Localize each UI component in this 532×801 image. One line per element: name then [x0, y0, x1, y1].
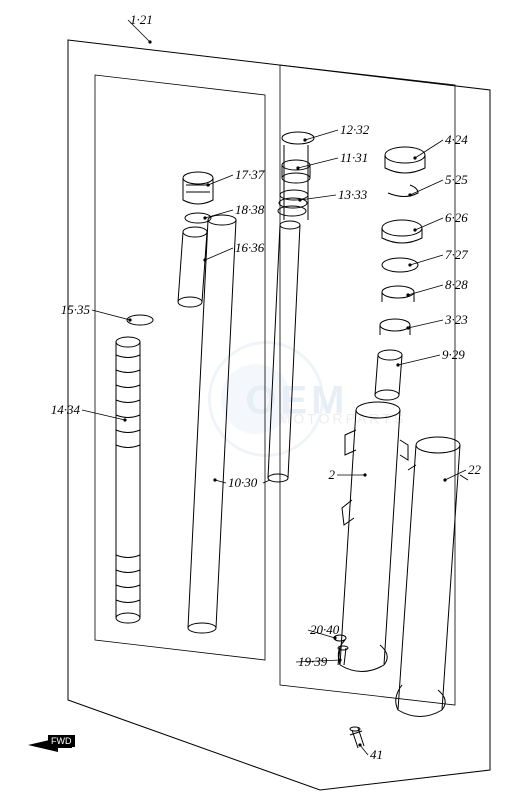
label-19-39: 19·39	[298, 654, 327, 670]
label-20-40: 20·40	[310, 622, 339, 638]
parts-diagram: OEM MOTORPARTS	[0, 0, 532, 801]
fork-tube-22	[396, 437, 468, 717]
label-10-30: 10·30	[228, 475, 257, 491]
label-15-35: 15·35	[61, 302, 90, 318]
label-13-33: 13·33	[338, 187, 367, 203]
label-12-32: 12·32	[340, 122, 369, 138]
label-14-34: 14·34	[51, 402, 80, 418]
label-17-37: 17·37	[235, 167, 264, 183]
fork-tube-2	[338, 402, 408, 672]
label-1-21: 1·21	[130, 12, 153, 28]
inner-tube-10	[188, 215, 236, 633]
label-9-29: 9·29	[442, 347, 465, 363]
label-16-36: 16·36	[235, 240, 264, 256]
label-18-38: 18·38	[235, 202, 264, 218]
inner-tube-main	[268, 145, 308, 482]
spring-part	[116, 337, 140, 623]
bolt-41	[350, 727, 364, 748]
label-7-27: 7·27	[445, 247, 468, 263]
label-4-24: 4·24	[445, 132, 468, 148]
label-5-25: 5·25	[445, 172, 468, 188]
cap-17	[183, 172, 213, 204]
label-2: 2	[329, 467, 336, 483]
fwd-indicator: FWD	[48, 731, 75, 749]
fwd-text: FWD	[48, 735, 75, 747]
ring-18	[185, 213, 211, 223]
parts-group	[116, 132, 468, 748]
collar-16	[178, 227, 207, 307]
label-11-31: 11·31	[340, 150, 368, 166]
label-22: 22	[468, 462, 481, 478]
label-6-26: 6·26	[445, 210, 468, 226]
left-assembly-box	[95, 75, 265, 660]
seal-stack	[375, 147, 425, 400]
outer-assembly-box	[68, 40, 490, 790]
label-8-28: 8·28	[445, 277, 468, 293]
diagram-svg	[0, 0, 532, 801]
label-3-23: 3·23	[445, 312, 468, 328]
label-41: 41	[370, 747, 383, 763]
top-stack	[278, 132, 314, 216]
